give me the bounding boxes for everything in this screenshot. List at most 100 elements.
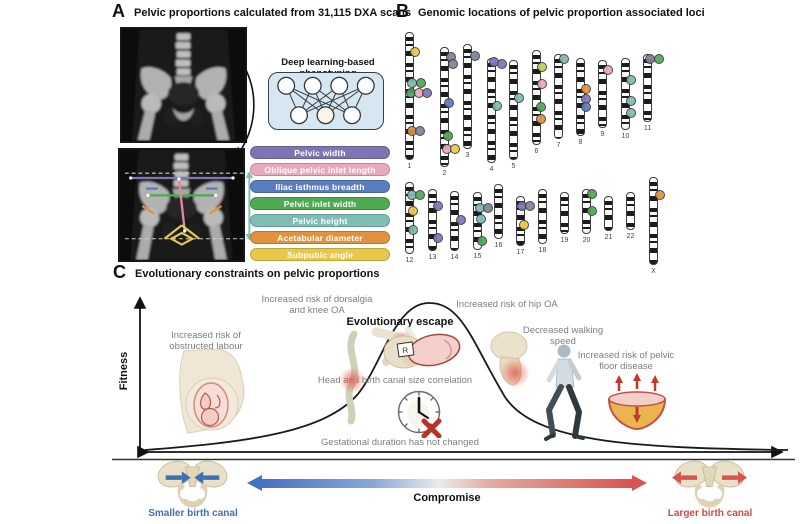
chromosome-2: 2	[440, 47, 460, 177]
chromosome-ideogram	[643, 54, 652, 122]
chromosome-label: 3	[465, 152, 470, 159]
locus-dot-orange	[536, 114, 546, 125]
evolutionary-escape-icon: R	[383, 333, 461, 369]
chromosome-X: X	[649, 177, 665, 275]
chromosome-6: 6	[532, 50, 547, 155]
locus-dot-yellow	[519, 220, 529, 230]
chromosome-label: 20	[582, 237, 591, 244]
note-walking-speed: Decreased walking speed	[522, 325, 604, 348]
locus-dot-gray	[448, 58, 458, 69]
chromosome-ideogram	[538, 189, 547, 244]
chromosome-5: 5	[509, 60, 524, 170]
chromosome-7: 7	[554, 54, 569, 149]
locus-dot-purple	[456, 214, 466, 225]
phenotype-pill-3: Pelvic inlet width	[250, 197, 390, 210]
fitness-axis-label: Fitness	[118, 351, 130, 391]
obstructed-labour-icon	[179, 348, 245, 434]
chromosome-13: 13	[428, 189, 443, 261]
chromosome-9: 9	[598, 60, 613, 138]
locus-dot-gray	[483, 203, 493, 214]
locus-dot-teal	[626, 108, 636, 119]
dxa-scan-image	[120, 27, 247, 143]
note-pelvic-floor: Increased risk of pelvic floor disease	[577, 350, 675, 373]
chromosome-17: 17	[516, 196, 535, 256]
locus-dot-gray	[415, 125, 425, 136]
locus-dot-teal	[514, 93, 524, 103]
chromosome-ideogram	[405, 182, 414, 254]
chromosome-ideogram	[626, 192, 635, 230]
acetabular-line-left	[141, 205, 155, 215]
chromosome-15: 15	[473, 192, 493, 260]
locus-dot-teal	[408, 224, 418, 235]
phenotype-pill-0: Pelvic width	[250, 146, 390, 159]
locus-dot-green	[587, 205, 597, 216]
panel-c-letter: C	[113, 262, 126, 282]
acetabular-line-right	[209, 205, 223, 215]
chromosome-label: X	[651, 268, 656, 275]
note-evolutionary-escape: Evolutionary escape	[346, 316, 454, 328]
locus-dot-green	[443, 130, 453, 141]
locus-dot-teal	[626, 96, 636, 107]
chromosome-ideogram	[532, 50, 541, 145]
pelvic-floor-icon	[607, 373, 667, 431]
oblique-inlet-line	[177, 178, 186, 232]
panel-b-letter: B	[396, 1, 409, 21]
locus-dot-lime	[537, 62, 547, 73]
locus-dot-yellow	[410, 47, 420, 58]
locus-dot-purple	[433, 232, 443, 243]
locus-dot-gray	[525, 201, 535, 211]
chromosome-label: 15	[473, 253, 482, 260]
note-gestational-duration: Gestational duration has not changed	[321, 437, 479, 448]
locus-dot-teal	[626, 74, 636, 85]
locus-dot-orange	[581, 84, 591, 95]
chromosome-4: 4	[487, 57, 507, 173]
locus-dot-green	[587, 188, 597, 199]
chromosome-label: 19	[560, 237, 569, 244]
panel-c-title: Evolutionary constraints on pelvic propo…	[135, 268, 380, 280]
chromosome-label: 18	[538, 247, 547, 254]
panel-b-title: Genomic locations of pelvic proportion a…	[418, 7, 705, 19]
annotated-dxa-scan-image	[118, 148, 257, 262]
locus-dot-blue	[581, 102, 591, 113]
locus-dot-pink	[537, 79, 547, 90]
chromosome-label: 1	[407, 163, 412, 170]
note-head-canal: Head and birth canal size correlation	[317, 375, 473, 386]
phenotype-pill-2: Iliac isthmus breadth	[250, 180, 390, 193]
chromosome-14: 14	[450, 191, 466, 261]
arrow-tip-right	[632, 475, 647, 491]
chromosome-label: 7	[556, 142, 561, 149]
chromosome-label: 17	[516, 249, 525, 256]
locus-dot-yellow	[408, 205, 418, 216]
chromosome-label: 14	[450, 254, 459, 261]
chromosome-label: 8	[578, 139, 583, 146]
small-birth-canal-pelvis-icon	[157, 460, 228, 508]
compromise-gradient-arrow	[247, 475, 647, 491]
chromosome-label: 11	[643, 125, 652, 132]
locus-dot-pink	[603, 64, 613, 75]
chromosome-ideogram	[598, 60, 607, 128]
chromosome-ideogram	[604, 196, 613, 231]
phenotype-pill-4: Pelvic height	[250, 214, 390, 227]
chromosome-ideogram	[554, 54, 563, 139]
locus-dot-green	[536, 102, 546, 112]
panel-a-title: Pelvic proportions calculated from 31,11…	[134, 7, 412, 19]
note-obstructed-labour: Increased risk of obstructed labour	[169, 330, 243, 353]
chromosome-label: 21	[604, 234, 613, 241]
large-birth-canal-pelvis-icon	[672, 460, 747, 508]
larger-birth-canal-label: Larger birth canal	[667, 508, 753, 519]
walking-person-icon	[544, 344, 585, 441]
locus-dot-purple	[422, 88, 432, 99]
chromosome-ideogram	[463, 44, 472, 149]
locus-dot-blue	[444, 98, 454, 109]
chromosome-1: 1	[405, 32, 432, 170]
pelvis-xray-graphic	[122, 29, 245, 141]
inward-arrows	[165, 471, 220, 484]
outward-arrows	[672, 471, 747, 484]
svg-text:R: R	[402, 346, 409, 356]
phenotype-pill-5: Acetabular diameter	[250, 231, 390, 244]
chromosome-label: 6	[534, 148, 539, 155]
chromosome-12: 12	[405, 182, 425, 264]
phenotype-pill-6: Subpubic angle	[250, 248, 390, 261]
chromosome-18: 18	[538, 189, 547, 254]
neural-network-box	[268, 72, 384, 130]
